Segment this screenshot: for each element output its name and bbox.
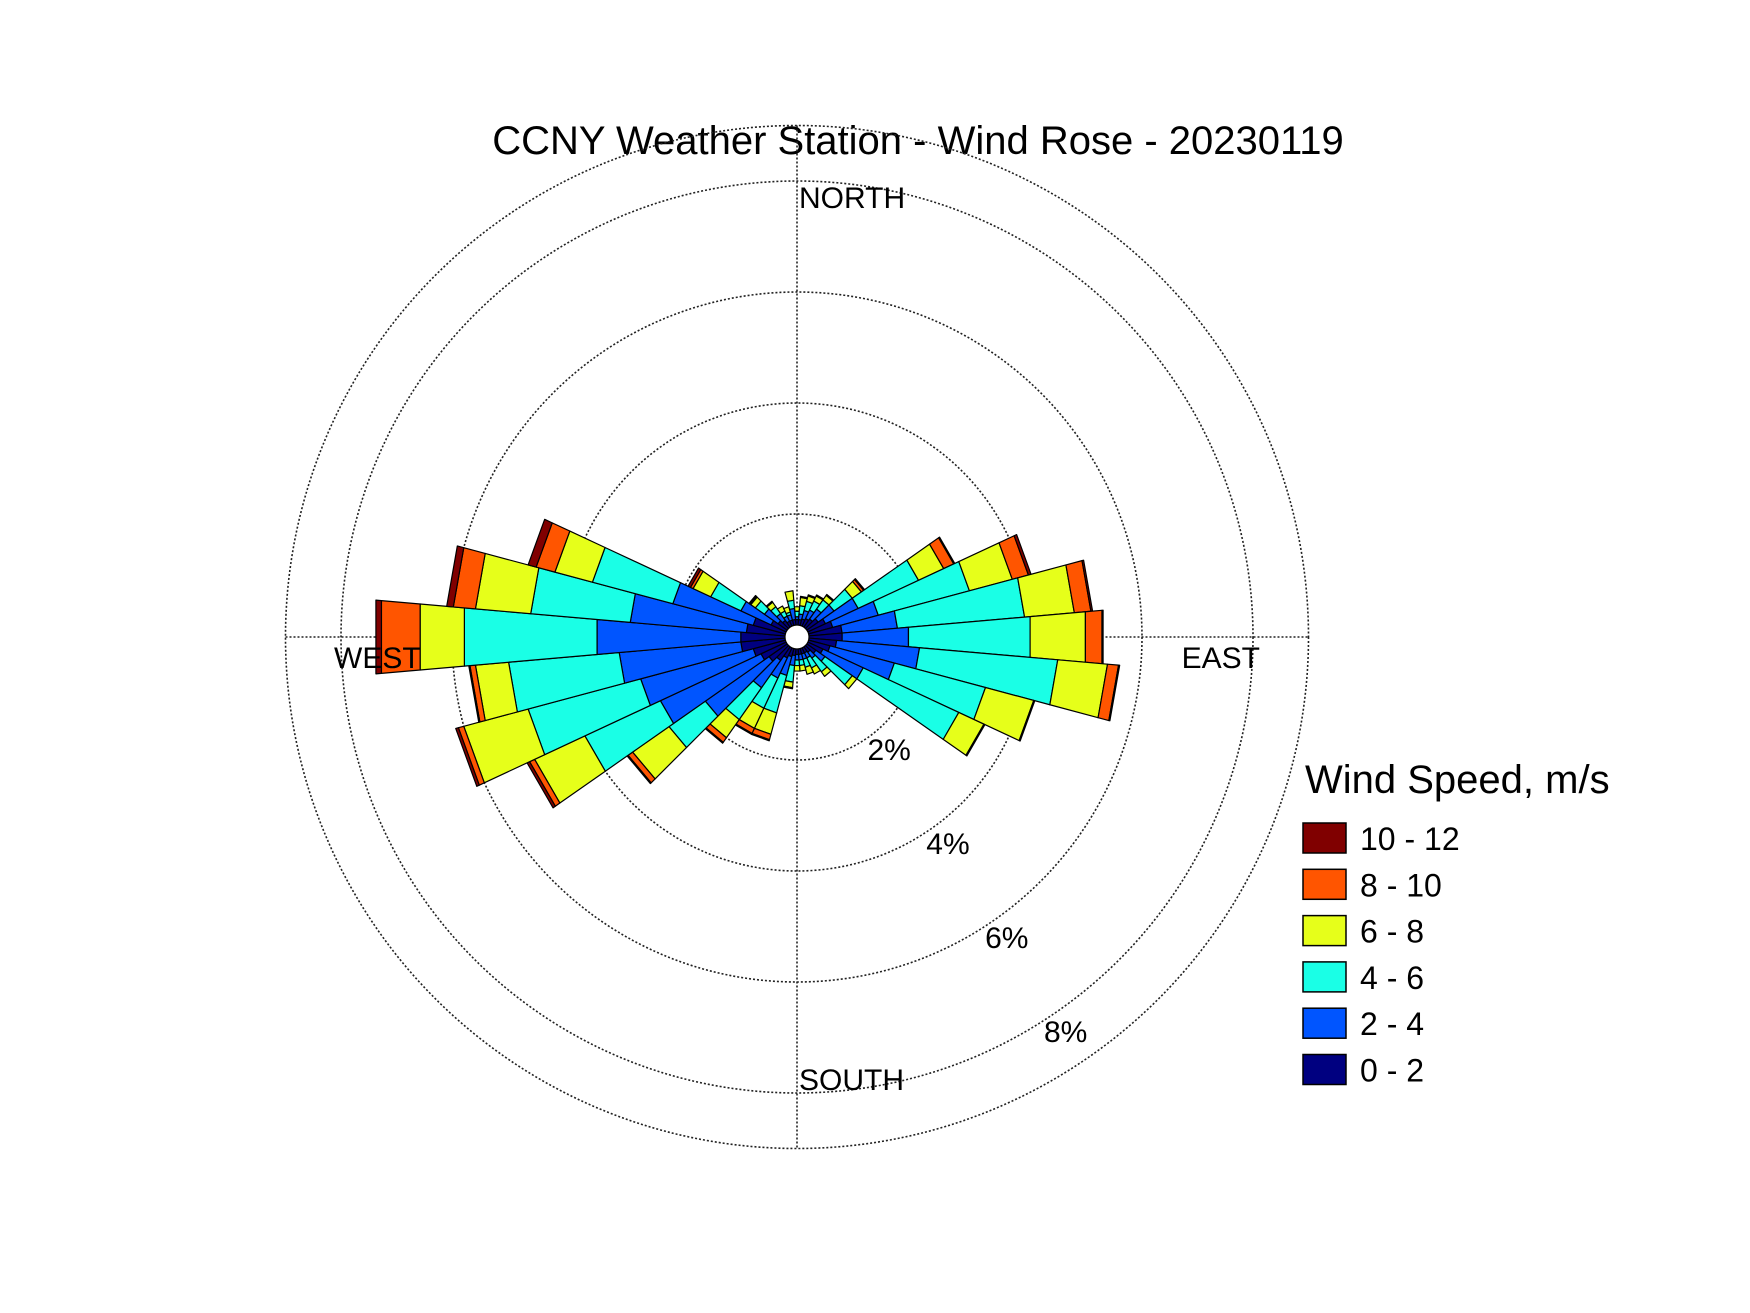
sector-segment-320-bin-4	[765, 600, 774, 608]
sector-segment-250-bin-5	[455, 727, 480, 787]
sector-segment-100-bin-5	[1108, 664, 1121, 722]
center-hole	[784, 624, 810, 650]
sector-segment-110-bin-4	[1018, 699, 1036, 742]
legend-swatch	[1302, 822, 1347, 854]
legend-title: Wind Speed, m/s	[1305, 758, 1610, 802]
ring-label-4: 4%	[926, 828, 969, 861]
sector-segment-270-bin-3	[419, 603, 465, 671]
legend-swatch	[1302, 1007, 1347, 1039]
legend-label: 2 - 4	[1360, 1006, 1424, 1042]
legend-label: 4 - 6	[1360, 960, 1424, 996]
legend-label: 8 - 10	[1360, 867, 1442, 903]
sector-segment-270-bin-5	[375, 599, 383, 675]
ring-circle	[340, 180, 1254, 1094]
ring-label-6: 6%	[985, 922, 1028, 955]
sector-segment-90-bin-4	[1084, 609, 1103, 665]
sector-segment-330-bin-3	[776, 605, 786, 615]
sector-segment-90-bin-5	[1101, 609, 1104, 665]
ring-label-2: 2%	[867, 734, 910, 767]
sector-segment-350-bin-3	[784, 590, 795, 602]
legend-swatch	[1302, 914, 1347, 947]
wind-sectors	[375, 518, 1121, 809]
outer-ring-circle	[284, 124, 1310, 1150]
sector-segment-140-bin-3	[820, 666, 832, 677]
legend: Wind Speed, m/s 10 - 12 8 - 10 6 - 8 4 - 6 2 …	[1302, 758, 1610, 1089]
ring-label-8: 8%	[1044, 1016, 1087, 1049]
sector-segment-120-bin-4	[965, 723, 986, 757]
legend-swatch	[1302, 961, 1347, 993]
legend-swatch	[1302, 1053, 1347, 1086]
chart-title: CCNY Weather Station - Wind Rose - 20230…	[492, 119, 1344, 163]
direction-labels: NORTH SOUTH EAST WEST	[334, 182, 1260, 1097]
label-north: NORTH	[799, 182, 905, 215]
sector-segment-90-bin-3	[1029, 611, 1086, 663]
ring-labels: 2% 4% 6% 8%	[867, 734, 1087, 1049]
sector-segment-290-bin-5	[527, 518, 553, 568]
legend-label: 0 - 2	[1360, 1053, 1424, 1089]
sector-segment-310-bin-5	[748, 594, 757, 605]
sector-segment-300-bin-5	[687, 567, 702, 588]
sector-segment-160-bin-3	[804, 664, 814, 675]
sector-segment-130-bin-3	[844, 675, 858, 690]
legend-label: 10 - 12	[1360, 821, 1460, 857]
legend-label: 6 - 8	[1360, 914, 1424, 950]
label-east: EAST	[1182, 642, 1260, 675]
legend-swatch	[1302, 868, 1347, 901]
label-west: WEST	[334, 642, 421, 675]
sector-segment-280-bin-5	[446, 545, 465, 608]
label-south: SOUTH	[799, 1064, 904, 1097]
